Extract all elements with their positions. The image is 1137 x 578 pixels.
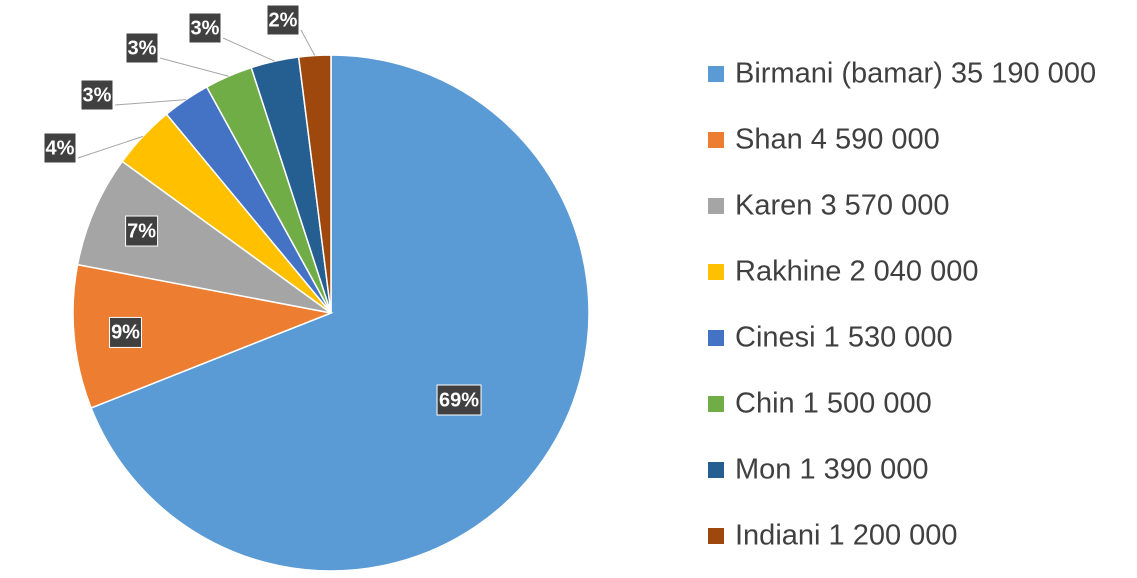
data-label: 2% bbox=[269, 9, 298, 31]
data-label-box bbox=[43, 132, 77, 164]
legend-swatch bbox=[708, 132, 724, 148]
legend-swatch bbox=[708, 462, 724, 478]
data-label-box bbox=[80, 79, 114, 111]
data-label: 3% bbox=[128, 37, 157, 59]
data-label: 69% bbox=[439, 389, 479, 411]
legend-label: Cinesi 1 530 000 bbox=[735, 322, 953, 354]
data-label: 7% bbox=[127, 220, 156, 242]
data-label: 9% bbox=[111, 322, 140, 344]
legend-swatch bbox=[708, 66, 724, 82]
pie-slice bbox=[76, 160, 332, 314]
legend-label: Mon 1 390 000 bbox=[735, 454, 928, 486]
legend-label: Shan 4 590 000 bbox=[735, 124, 940, 156]
leader-line bbox=[114, 99, 187, 106]
leader-line bbox=[222, 37, 275, 62]
data-label: 4% bbox=[46, 137, 75, 159]
data-label-box bbox=[109, 316, 143, 348]
leader-line bbox=[77, 135, 144, 159]
legend-swatch bbox=[708, 330, 724, 346]
data-label-box bbox=[125, 215, 159, 247]
pie-slice bbox=[90, 54, 590, 572]
legend-swatch bbox=[708, 198, 724, 214]
legend-label: Rakhine 2 040 000 bbox=[735, 256, 978, 288]
legend-swatch bbox=[708, 528, 724, 544]
legend-label: Chin 1 500 000 bbox=[735, 388, 932, 420]
data-label-box bbox=[266, 4, 300, 36]
data-label: 3% bbox=[191, 17, 220, 39]
data-label: 3% bbox=[83, 84, 112, 106]
legend-label: Karen 3 570 000 bbox=[735, 190, 949, 222]
leader-line bbox=[300, 29, 316, 56]
data-label-box bbox=[125, 32, 159, 64]
leader-line bbox=[159, 57, 229, 77]
legend-swatch bbox=[708, 264, 724, 280]
pie-slice bbox=[72, 263, 334, 409]
data-label-box bbox=[436, 384, 482, 416]
legend-swatch bbox=[708, 396, 724, 412]
data-label-box bbox=[188, 12, 222, 44]
legend-label: Birmani (bamar) 35 190 000 bbox=[735, 58, 1096, 90]
legend-label: Indiani 1 200 000 bbox=[735, 520, 958, 552]
